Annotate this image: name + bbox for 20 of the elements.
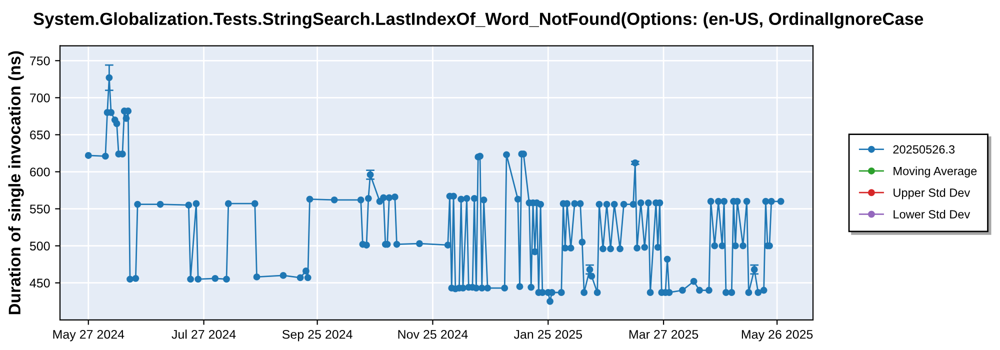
y-tick-label: 500	[30, 242, 50, 250]
y-tick-label: 600	[30, 168, 50, 176]
y-tick-label: 750	[30, 56, 50, 66]
legend-label: Lower Std Dev	[894, 210, 970, 218]
y-tick-label: 550	[30, 204, 50, 214]
x-tick-label: Jan 25 2025	[514, 330, 582, 339]
x-tick-label: Mar 27 2025	[629, 330, 698, 339]
x-tick-label: Sep 25 2024	[282, 330, 352, 342]
legend-label: Upper Std Dev	[894, 188, 970, 200]
x-tick-label: Nov 25 2024	[398, 330, 468, 339]
y-tick-label: 450	[30, 278, 50, 288]
x-tick-label: May 27 2024	[53, 330, 124, 342]
y-axis-title: Duration of single invocation (ns)	[8, 51, 24, 314]
legend-label: 20250526.3	[893, 145, 955, 154]
x-tick-label: Jul 27 2024	[172, 330, 236, 339]
chart-title: System.Globalization.Tests.StringSearch.LastIndexOf_Word_NotFound(Options: (en-US, OrdinalIgnoreCase	[34, 12, 924, 29]
legend-label: Moving Average	[894, 166, 977, 178]
y-tick-label: 650	[30, 130, 50, 140]
y-tick-label: 700	[30, 94, 50, 102]
x-tick-label: May 26 2025	[742, 330, 813, 342]
